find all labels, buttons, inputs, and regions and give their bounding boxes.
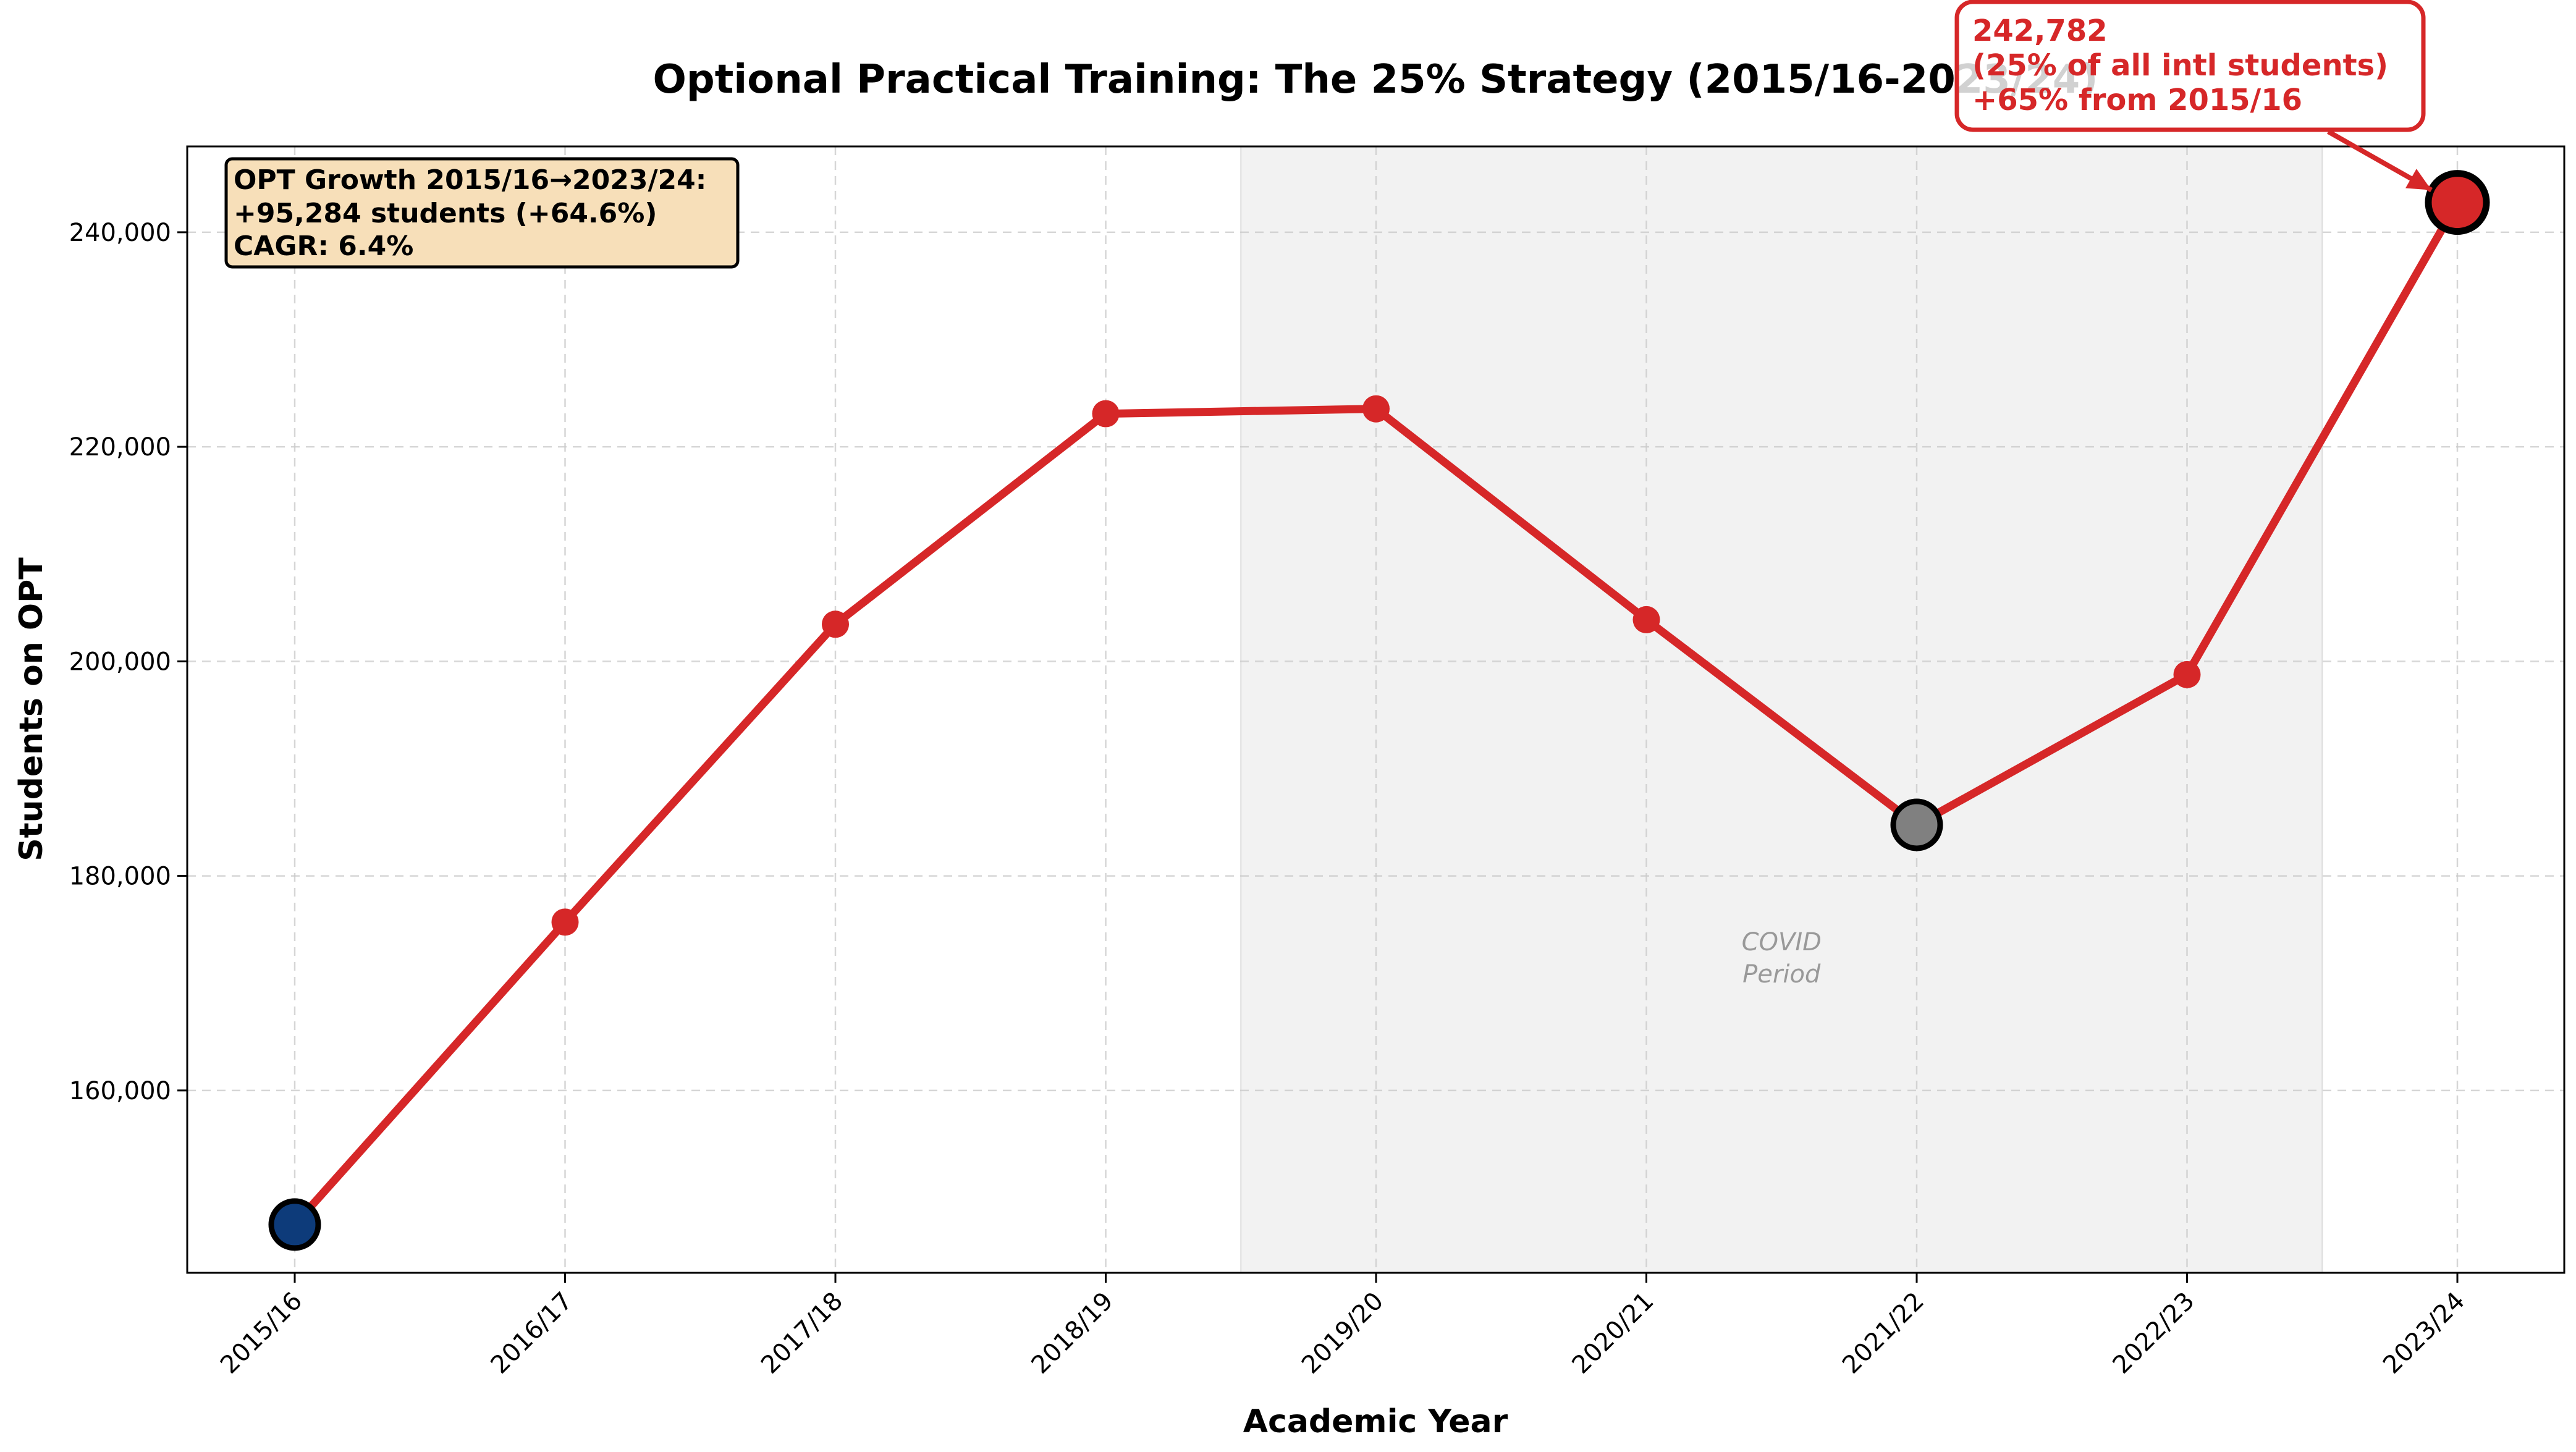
peak-annotation-arrowhead (2405, 169, 2431, 190)
peak-annotation-line-2: (25% of all intl students) (1972, 48, 2388, 83)
info-box-line-2: +95,284 students (+64.6%) (234, 198, 657, 229)
x-axis-label: Academic Year (1243, 1403, 1508, 1440)
covid-shaded-region (1240, 146, 2323, 1273)
x-tick-label: 2022/23 (2108, 1287, 2200, 1380)
x-tick-label: 2015/16 (215, 1287, 308, 1380)
data-point-2022-23 (2173, 661, 2201, 688)
covid-label-line-1: COVID (1742, 928, 1822, 956)
plot-frame (186, 145, 2565, 1274)
y-tick-label: 160,000 (69, 1077, 171, 1105)
y-tick-label: 240,000 (69, 219, 171, 247)
x-tick-label: 2020/21 (1567, 1287, 1660, 1380)
info-box-background (224, 157, 740, 269)
chart-title: Optional Practical Training: The 25% Str… (652, 57, 2098, 103)
x-tick-label: 2019/20 (1296, 1287, 1389, 1380)
highlight-point-2023-24 (2425, 170, 2490, 235)
y-axis-label: Students on OPT (13, 557, 50, 861)
y-tick-label: 220,000 (69, 433, 171, 462)
x-tick-label: 2016/17 (486, 1287, 578, 1380)
x-tick-label: 2018/19 (1026, 1287, 1119, 1380)
y-tick-label: 180,000 (69, 863, 171, 891)
data-point-2016-17 (551, 908, 579, 936)
covid-label-line-2: Period (1742, 960, 1821, 989)
peak-annotation-box (1954, 0, 2426, 132)
data-point-2017-18 (822, 610, 849, 638)
x-tick-label: 2021/22 (1837, 1287, 1930, 1380)
info-box-line-1: OPT Growth 2015/16→2023/24: (234, 164, 706, 196)
x-axis-ticks: 2015/16 2016/17 2017/18 2018/19 2019/20 2020/… (215, 1273, 2470, 1380)
growth-info-box: OPT Growth 2015/16→2023/24: +95,284 stud… (224, 157, 740, 269)
data-point-2020-21 (1632, 606, 1660, 633)
y-tick-label: 200,000 (69, 648, 171, 676)
highlight-point-2021-22 (1890, 798, 1943, 851)
peak-annotation-line-1: 242,782 (1972, 14, 2108, 48)
data-point-2019-20 (1362, 395, 1390, 423)
peak-annotation-line-3: +65% from 2015/16 (1972, 83, 2302, 117)
data-point-2018-19 (1092, 400, 1120, 428)
peak-annotation: 242,782 (25% of all intl students) +65% … (1954, 0, 2433, 193)
grid (187, 146, 2564, 1273)
x-tick-label: 2023/24 (2378, 1287, 2470, 1380)
y-axis-ticks: 160,000 180,000 200,000 220,000 240,000 (69, 219, 187, 1105)
info-box-line-3: CAGR: 6.4% (234, 230, 413, 262)
series-markers (268, 170, 2490, 1251)
highlight-point-2015-16 (268, 1198, 321, 1251)
x-tick-label: 2017/18 (756, 1287, 848, 1380)
